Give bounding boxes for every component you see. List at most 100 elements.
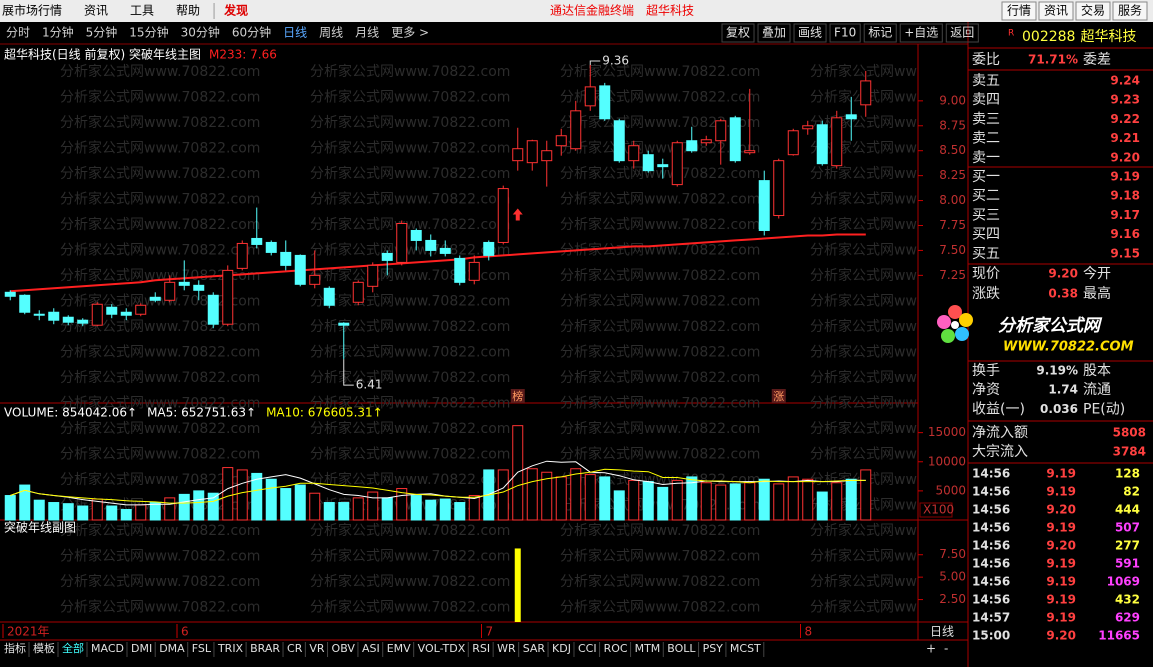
indicator-tab[interactable]: DMA xyxy=(159,642,185,655)
y-tick-label: 15000 xyxy=(928,425,966,439)
tool-button[interactable]: +自选 xyxy=(904,26,938,40)
period-tab[interactable]: 周线 xyxy=(319,26,343,40)
menu-button-label[interactable]: 服务 xyxy=(1118,3,1142,18)
indicator-tab[interactable]: VR xyxy=(309,642,325,655)
menu-item[interactable]: 展市场行情 xyxy=(2,3,62,18)
watermark: 分析家公式网www.70822.com xyxy=(810,216,1010,233)
volume-bar xyxy=(657,486,669,521)
indicator-tab[interactable]: EMV xyxy=(387,642,411,655)
flow-label: 大宗流入 xyxy=(972,444,1028,460)
watermark: 分析家公式网www.70822.com xyxy=(310,293,510,310)
tool-button-frame[interactable] xyxy=(863,23,897,43)
indicator-tab[interactable]: SAR xyxy=(523,642,546,655)
watermark: 分析家公式网www.70822.com xyxy=(60,395,260,412)
candle-body xyxy=(265,241,277,253)
tool-button-frame[interactable] xyxy=(899,23,943,43)
indicator-tab[interactable]: FSL xyxy=(192,642,212,655)
period-label[interactable]: 日线 xyxy=(930,625,954,639)
indicator-tab[interactable]: BOLL xyxy=(667,642,696,655)
candle-body xyxy=(613,120,625,162)
candle-body xyxy=(570,110,582,150)
period-tab[interactable]: 1分钟 xyxy=(42,25,74,40)
row-value: 71.71% xyxy=(1028,53,1078,67)
indicator-tab[interactable]: ROC xyxy=(604,642,628,655)
period-tab[interactable]: 日线 xyxy=(283,26,307,40)
volume-bar xyxy=(338,502,350,521)
menu-button[interactable] xyxy=(1075,1,1111,21)
menu-button[interactable] xyxy=(1001,1,1037,21)
indicator-tab[interactable]: PSY xyxy=(703,642,724,655)
candle-body xyxy=(700,139,712,144)
menu-button[interactable] xyxy=(1038,1,1074,21)
indicator-tab[interactable]: 模板 xyxy=(33,641,55,655)
indicator-tab[interactable]: CCI xyxy=(578,642,597,655)
menu-item[interactable]: 发现 xyxy=(223,3,248,18)
indicator-tab[interactable]: TRIX xyxy=(217,642,244,655)
period-more[interactable]: 更多 > xyxy=(391,26,429,40)
indicator-tab[interactable]: MACD xyxy=(91,642,124,655)
flow-value: 3784 xyxy=(1113,445,1146,459)
candle-body xyxy=(758,180,770,231)
watermark: 分析家公式网www.70822.com xyxy=(310,267,510,284)
candle-body xyxy=(222,269,234,325)
watermark: 分析家公式网www.70822.com xyxy=(810,522,1010,539)
tool-button[interactable]: 叠加 xyxy=(762,26,786,40)
indicator-tab[interactable]: OBV xyxy=(332,642,356,655)
volume-bar xyxy=(599,476,611,521)
tool-button[interactable]: 标记 xyxy=(868,26,892,40)
period-tab[interactable]: 15分钟 xyxy=(129,25,168,40)
indicator-tab[interactable]: MTM xyxy=(635,642,661,655)
period-tab[interactable]: 60分钟 xyxy=(232,25,271,40)
period-tab[interactable]: 分时 xyxy=(6,26,30,40)
watermark: 分析家公式网www.70822.com xyxy=(310,471,510,488)
candle-body xyxy=(686,140,698,152)
volume-bar xyxy=(294,484,306,521)
menu-item[interactable]: 工具 xyxy=(130,4,154,18)
tool-button[interactable]: 复权 xyxy=(726,26,750,40)
tick-volume: 277 xyxy=(1115,539,1140,553)
indicator-tab[interactable]: ASI xyxy=(362,642,380,655)
candle-body xyxy=(860,80,872,106)
volume-bar xyxy=(584,474,596,521)
tool-button-frame[interactable] xyxy=(829,23,861,43)
period-tab[interactable]: 30分钟 xyxy=(181,25,220,40)
zoom-control[interactable]: + xyxy=(926,642,936,656)
period-tab[interactable]: 月线 xyxy=(355,26,379,40)
period-tab[interactable]: 5分钟 xyxy=(86,25,118,40)
tool-button-frame[interactable] xyxy=(945,23,979,43)
indicator-tab[interactable]: 指标 xyxy=(4,641,26,655)
menu-button-label[interactable]: 行情 xyxy=(1007,4,1031,18)
tool-button[interactable]: 画线 xyxy=(798,26,822,40)
indicator-tab[interactable]: CR xyxy=(287,642,303,655)
menu-button-label[interactable]: 交易 xyxy=(1081,3,1105,18)
tool-button[interactable]: 返回 xyxy=(950,26,974,40)
y-tick-label: 9.00 xyxy=(939,93,966,107)
tool-button-frame[interactable] xyxy=(721,23,755,43)
menu-button[interactable] xyxy=(1112,1,1148,21)
watermark: 分析家公式网www.70822.com xyxy=(60,369,260,386)
volume-bar xyxy=(468,495,480,521)
indicator-tab[interactable]: VOL-TDX xyxy=(418,642,466,655)
indicator-tab[interactable]: 全部 xyxy=(62,641,84,655)
chart-title: 突破年线副图 xyxy=(4,520,76,535)
tick-time: 14:57 xyxy=(972,611,1010,625)
indicator-tab[interactable]: RSI xyxy=(472,642,490,655)
indicator-tab[interactable]: BRAR xyxy=(250,642,280,655)
indicator-tab[interactable]: MCST xyxy=(730,642,761,655)
tool-button[interactable]: F10 xyxy=(834,26,856,40)
indicator-tab[interactable]: KDJ xyxy=(552,642,571,655)
zoom-control[interactable]: - xyxy=(944,642,948,656)
indicator-tab[interactable]: WR xyxy=(497,642,516,655)
volume-bar xyxy=(410,495,422,521)
flow-label: 净流入额 xyxy=(972,425,1028,441)
menu-item[interactable]: 资讯 xyxy=(84,4,108,18)
legend-entry: M233: 7.66 xyxy=(209,48,277,62)
indicator-tab[interactable]: DMI xyxy=(131,642,152,655)
tool-button-frame[interactable] xyxy=(793,23,827,43)
tool-button-frame[interactable] xyxy=(757,23,791,43)
watermark: 分析家公式网www.70822.com xyxy=(810,420,1010,437)
watermark: 分析家公式网www.70822.com xyxy=(810,344,1010,361)
menu-item[interactable]: 帮助 xyxy=(176,4,200,18)
chart-title: 超华科技(日线 前复权) 突破年线主图 xyxy=(4,47,201,62)
menu-button-label[interactable]: 资讯 xyxy=(1044,4,1068,18)
